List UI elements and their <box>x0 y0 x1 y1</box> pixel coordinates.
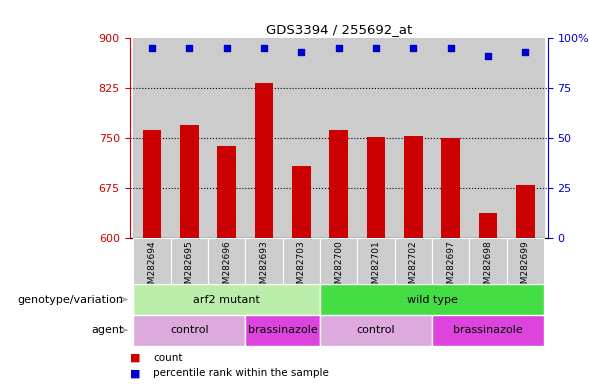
Bar <box>246 238 283 284</box>
Text: percentile rank within the sample: percentile rank within the sample <box>153 368 329 378</box>
Bar <box>320 38 358 238</box>
Text: GSM282700: GSM282700 <box>334 240 343 295</box>
Point <box>371 45 380 51</box>
Bar <box>367 137 385 238</box>
Bar <box>432 38 469 238</box>
Bar <box>180 125 198 238</box>
Bar <box>283 238 320 284</box>
Bar <box>507 238 544 284</box>
Point <box>147 45 157 51</box>
Text: GSM282699: GSM282699 <box>521 240 530 295</box>
Bar <box>329 130 348 238</box>
Bar <box>432 315 544 346</box>
Text: arf2 mutant: arf2 mutant <box>193 295 260 305</box>
Point <box>521 49 530 55</box>
Point <box>184 45 194 51</box>
Point <box>334 45 343 51</box>
Bar <box>208 38 246 238</box>
Bar <box>404 136 423 238</box>
Bar <box>516 185 535 238</box>
Bar <box>283 38 320 238</box>
Text: GSM282694: GSM282694 <box>147 240 157 295</box>
Text: GSM282696: GSM282696 <box>222 240 231 295</box>
Point <box>297 49 306 55</box>
Bar <box>292 166 310 238</box>
Bar <box>133 284 320 315</box>
Bar <box>320 315 432 346</box>
Text: count: count <box>153 353 183 363</box>
Point <box>446 45 455 51</box>
Bar <box>469 38 507 238</box>
Bar <box>358 38 395 238</box>
Bar <box>479 213 497 238</box>
Bar <box>507 38 544 238</box>
Bar <box>246 315 320 346</box>
Text: brassinazole: brassinazole <box>453 325 523 335</box>
Text: GSM282693: GSM282693 <box>260 240 269 295</box>
Bar <box>432 238 469 284</box>
Bar <box>171 238 208 284</box>
Text: control: control <box>357 325 395 335</box>
Bar <box>133 315 246 346</box>
Bar <box>320 284 544 315</box>
Bar <box>208 238 246 284</box>
Bar <box>395 38 432 238</box>
Bar <box>441 138 460 238</box>
Bar <box>217 146 236 238</box>
Bar <box>358 238 395 284</box>
Text: GSM282698: GSM282698 <box>484 240 492 295</box>
Text: GSM282695: GSM282695 <box>185 240 194 295</box>
Bar <box>395 238 432 284</box>
Point <box>259 45 269 51</box>
Title: GDS3394 / 255692_at: GDS3394 / 255692_at <box>266 23 412 36</box>
Text: ■: ■ <box>130 353 140 363</box>
Text: wild type: wild type <box>406 295 458 305</box>
Bar <box>254 83 273 238</box>
Text: brassinazole: brassinazole <box>248 325 317 335</box>
Text: GSM282703: GSM282703 <box>297 240 306 295</box>
Text: genotype/variation: genotype/variation <box>18 295 124 305</box>
Text: control: control <box>170 325 209 335</box>
Point <box>484 53 493 60</box>
Text: ■: ■ <box>130 368 140 378</box>
Bar <box>246 38 283 238</box>
Text: GSM282697: GSM282697 <box>446 240 455 295</box>
Point <box>409 45 418 51</box>
Bar <box>320 238 358 284</box>
Text: agent: agent <box>91 325 124 335</box>
Bar <box>469 238 507 284</box>
Point <box>222 45 231 51</box>
Bar <box>171 38 208 238</box>
Bar <box>133 38 171 238</box>
Text: GSM282701: GSM282701 <box>372 240 380 295</box>
Bar <box>133 238 171 284</box>
Text: GSM282702: GSM282702 <box>409 240 418 295</box>
Bar <box>143 130 161 238</box>
